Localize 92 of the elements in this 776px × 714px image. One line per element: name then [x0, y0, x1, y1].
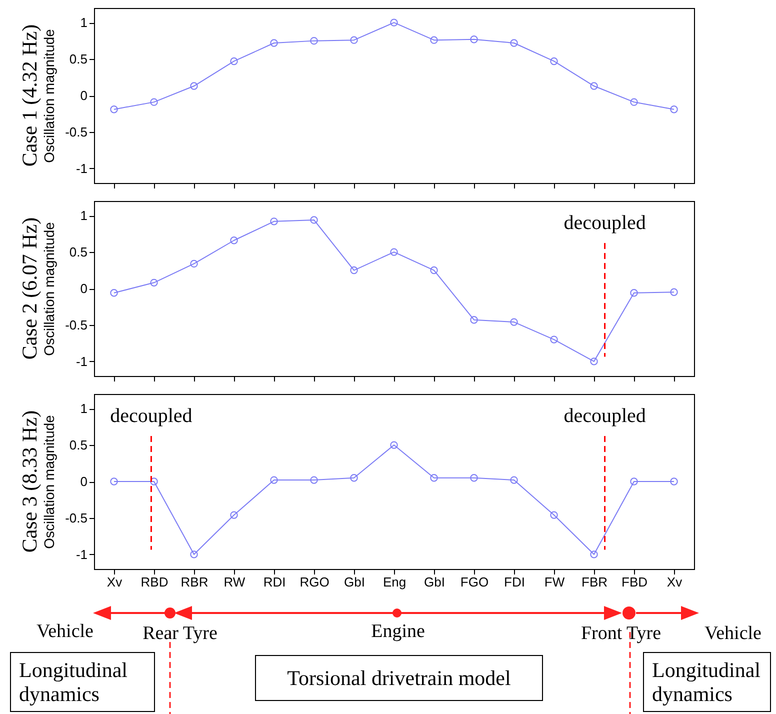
- point: [670, 478, 678, 486]
- x-tick-label: RW: [224, 574, 246, 590]
- point: [310, 216, 318, 224]
- y-tick-label: -0.5: [65, 124, 88, 140]
- point: [430, 474, 438, 482]
- point: [670, 288, 678, 296]
- y-tick-label: 0.5: [69, 52, 88, 67]
- y-tick-label: -0.5: [65, 510, 88, 526]
- point: [470, 36, 478, 44]
- y-tick-label: -0.5: [65, 317, 88, 332]
- text: Case 3 (8.33 Hz): [18, 410, 42, 553]
- text: Front Tyre: [580, 623, 662, 644]
- y-axis-title: Oscillation magnitude: [41, 414, 58, 549]
- point: [270, 218, 278, 226]
- point: [590, 82, 598, 90]
- point: [230, 511, 238, 519]
- point: [230, 57, 238, 66]
- point: [150, 278, 158, 287]
- x-tick-label: FBR: [582, 574, 608, 590]
- point: [390, 248, 398, 256]
- x-tick-label: Eng: [382, 574, 406, 590]
- point: [310, 36, 318, 45]
- point: [390, 18, 398, 26]
- point: [510, 476, 518, 484]
- point: [590, 358, 598, 366]
- point: [470, 316, 478, 324]
- y-tick-label: 1: [80, 208, 88, 224]
- point: [390, 441, 398, 449]
- point: [150, 98, 158, 106]
- x-tick-label: RBR: [180, 574, 208, 590]
- y-tick-label: -1: [76, 354, 88, 369]
- point: [190, 260, 198, 268]
- y-tick-label: 0: [80, 88, 88, 103]
- text: Case 1 (4.32 Hz): [18, 24, 42, 167]
- y-tick-label: 0: [80, 474, 88, 489]
- x-tick-label: GbI: [424, 574, 445, 590]
- y-axis-title: Oscillation magnitude: [41, 222, 58, 356]
- annotation: decoupled: [564, 212, 646, 234]
- y-axis-title: Oscillation magnitude: [41, 28, 58, 163]
- point: [630, 478, 638, 486]
- point: [350, 266, 358, 274]
- point: [670, 106, 678, 114]
- annotation: decoupled: [110, 405, 192, 427]
- x-tick-label: FW: [544, 574, 566, 590]
- point: [590, 550, 598, 558]
- point: [430, 266, 438, 274]
- x-tick-label: RGO: [300, 574, 330, 590]
- text: Vehicle: [704, 623, 762, 644]
- point: [510, 39, 518, 47]
- y-tick-label: 0.5: [69, 438, 88, 453]
- point: [110, 106, 118, 114]
- y-tick-label: 0: [80, 281, 88, 296]
- y-tick-label: 0.5: [69, 244, 88, 260]
- point: [150, 478, 158, 486]
- text: Engine: [371, 621, 425, 642]
- x-tick-label: FDI: [504, 574, 525, 590]
- point: [270, 39, 278, 47]
- point: [190, 550, 198, 558]
- x-tick-label: GbI: [344, 574, 365, 590]
- y-tick-label: -1: [76, 546, 88, 562]
- point: [510, 318, 518, 326]
- point: [110, 289, 118, 297]
- x-tick-label: FGO: [460, 574, 489, 590]
- point: [430, 36, 438, 44]
- point: [230, 236, 238, 244]
- y-tick-label: 1: [80, 401, 88, 416]
- point: [550, 511, 558, 519]
- point: [550, 57, 558, 66]
- point: [110, 478, 118, 486]
- point: [190, 82, 198, 90]
- point: [310, 476, 318, 484]
- point: [470, 474, 478, 482]
- label-box: Torsional drivetrain model: [255, 655, 543, 701]
- x-tick-label: RBD: [140, 574, 168, 590]
- point: [550, 336, 558, 344]
- label-box: Longitudinal dynamics: [10, 652, 155, 712]
- point: [630, 289, 638, 297]
- y-tick-label: 1: [80, 15, 88, 30]
- y-tick-label: -1: [76, 160, 88, 176]
- text: Rear Tyre: [142, 623, 218, 644]
- text: Vehicle: [36, 621, 94, 642]
- x-tick-label: Xv: [106, 574, 123, 590]
- point: [270, 476, 278, 484]
- point: [630, 98, 638, 106]
- x-tick-label: FBD: [622, 574, 648, 590]
- annotation: decoupled: [564, 405, 646, 427]
- x-tick-label: Xv: [666, 574, 683, 590]
- text: Case 2 (6.07 Hz): [18, 217, 42, 360]
- label-box: Longitudinal dynamics: [643, 652, 771, 712]
- point: [350, 36, 358, 44]
- x-tick-label: RDI: [263, 574, 286, 590]
- point: [350, 474, 358, 482]
